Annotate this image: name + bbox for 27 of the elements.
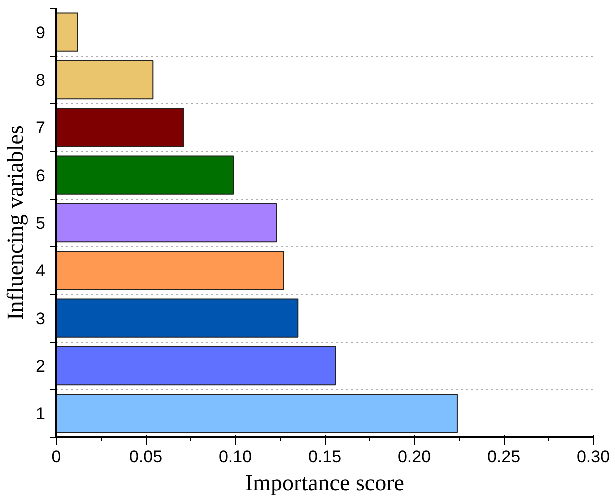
bar [56, 60, 154, 100]
x-tick-label: 0.10 [218, 448, 252, 466]
x-tick-label: 0.15 [308, 448, 342, 466]
x-axis-title: Importance score [246, 470, 405, 496]
x-tick-label: 0.30 [576, 448, 610, 466]
bar [56, 394, 458, 434]
x-tick-label: 0 [52, 448, 62, 466]
y-tick-label: 8 [36, 71, 46, 90]
bar [56, 251, 284, 290]
bar [56, 108, 184, 148]
y-tick-label: 6 [36, 166, 46, 186]
y-tick-label: 1 [36, 404, 46, 424]
bar [56, 12, 78, 52]
y-tick-label: 7 [36, 118, 46, 138]
bar [56, 346, 336, 386]
x-tick-label: 0.25 [487, 448, 521, 466]
y-tick-label: 3 [36, 309, 46, 328]
bar [56, 298, 299, 338]
y-tick-label: 5 [36, 214, 46, 233]
bar [56, 203, 278, 243]
y-tick-label: 4 [36, 262, 46, 281]
y-tick-label: 2 [36, 357, 46, 376]
bar [56, 156, 234, 195]
y-axis-title: Influencing variables [3, 126, 28, 320]
y-tick-label: 9 [36, 23, 46, 42]
x-tick-label: 0.05 [129, 448, 163, 466]
x-tick-label: 0.20 [398, 448, 432, 466]
